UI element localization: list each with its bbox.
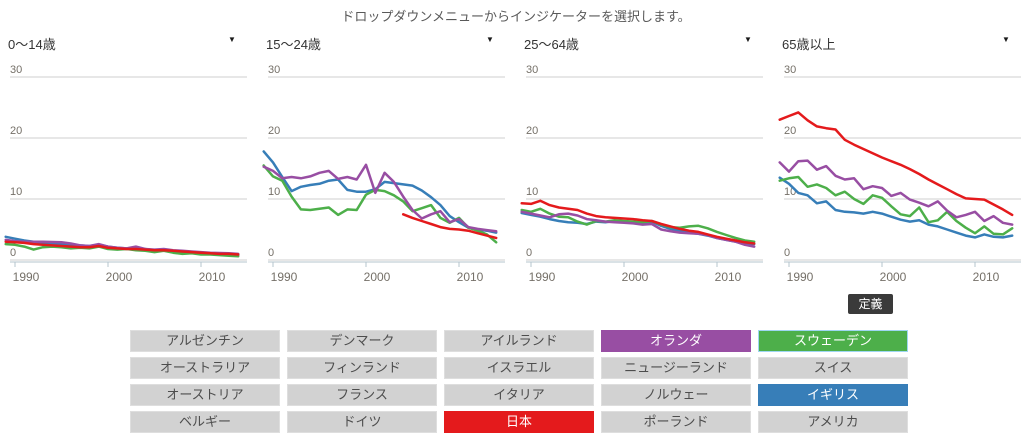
x-axis [10, 261, 247, 267]
series-line-sweden [778, 175, 1014, 236]
y-tick-label: 0 [784, 247, 790, 259]
y-tick-label: 0 [10, 247, 16, 259]
series-line-japan [520, 199, 756, 245]
series-line-netherlands [778, 159, 1014, 226]
chevron-down-icon: ▼ [228, 35, 236, 44]
country-button-sweden[interactable]: スウェーデン [758, 330, 908, 352]
chart-title: 0〜14歳 [8, 37, 56, 52]
y-tick-label: 10 [10, 186, 22, 198]
country-button-usa[interactable]: アメリカ [758, 411, 908, 433]
series-line-japan [401, 213, 498, 240]
y-tick-label: 20 [10, 125, 22, 137]
chart-panel-age-0-14: 0〜14歳 ▼ 30 20 10 0 1990 2000 2010 [0, 30, 258, 292]
country-button-belgium[interactable]: ベルギー [130, 411, 280, 433]
y-tick-label: 20 [784, 125, 796, 137]
series-line-sweden [520, 207, 756, 243]
x-tick-label: 2000 [622, 270, 649, 284]
country-button-italy[interactable]: イタリア [444, 384, 594, 406]
x-axis [526, 261, 763, 267]
chart-panel-age-25-64: 25〜64歳 ▼ 30 20 10 0 1990 2000 2010 [516, 30, 774, 292]
x-tick-label: 1990 [271, 270, 298, 284]
y-tick-label: 30 [10, 64, 22, 76]
chevron-down-icon: ▼ [744, 35, 752, 44]
indicator-dropdown-age-65-plus[interactable]: 65歳以上 ▼ [774, 30, 1032, 52]
x-tick-label: 2010 [973, 270, 1000, 284]
country-button-switzerland[interactable]: スイス [758, 357, 908, 379]
x-tick-label: 2010 [199, 270, 226, 284]
country-button-ireland[interactable]: アイルランド [444, 330, 594, 352]
x-tick-label: 2000 [364, 270, 391, 284]
x-tick-label: 2000 [106, 270, 133, 284]
country-button-poland[interactable]: ポーランド [601, 411, 751, 433]
chevron-down-icon: ▼ [486, 35, 494, 44]
country-button-france[interactable]: フランス [287, 384, 437, 406]
x-tick-label: 2010 [715, 270, 742, 284]
y-tick-label: 30 [268, 64, 280, 76]
country-button-israel[interactable]: イスラエル [444, 357, 594, 379]
definition-button[interactable]: 定義 [848, 294, 893, 314]
indicator-dropdown-age-25-64[interactable]: 25〜64歳 ▼ [516, 30, 774, 52]
country-button-australia[interactable]: オーストラリア [130, 357, 280, 379]
country-button-netherlands[interactable]: オランダ [601, 330, 751, 352]
chevron-down-icon: ▼ [1002, 35, 1010, 44]
y-tick-label: 20 [526, 125, 538, 137]
series-line-sweden [4, 242, 240, 258]
chart-title: 65歳以上 [782, 37, 836, 52]
country-button-new-zealand[interactable]: ニュージーランド [601, 357, 751, 379]
x-axis [268, 261, 505, 267]
y-tick-label: 30 [526, 64, 538, 76]
y-tick-label: 10 [526, 186, 538, 198]
x-tick-label: 2010 [457, 270, 484, 284]
country-button-norway[interactable]: ノルウェー [601, 384, 751, 406]
chart-panel-age-15-24: 15〜24歳 ▼ 30 20 10 0 1990 2000 2010 [258, 30, 516, 292]
chart-title: 15〜24歳 [266, 37, 321, 52]
series-line-netherlands [262, 163, 498, 233]
y-tick-label: 0 [526, 247, 532, 259]
indicator-dropdown-age-0-14[interactable]: 0〜14歳 ▼ [0, 30, 258, 52]
series-line-japan [778, 111, 1014, 217]
series-line-uk [778, 176, 1014, 239]
country-button-germany[interactable]: ドイツ [287, 411, 437, 433]
x-tick-label: 1990 [787, 270, 814, 284]
y-tick-label: 30 [784, 64, 796, 76]
country-button-finland[interactable]: フィンランド [287, 357, 437, 379]
y-tick-label: 20 [268, 125, 280, 137]
country-button-grid: アルゼンチン デンマーク アイルランド オランダ スウェーデンオーストラリア フィンランド… [130, 330, 908, 433]
chart-title: 25〜64歳 [524, 37, 579, 52]
chart-panel-age-65-plus: 65歳以上 ▼ 30 20 10 0 1990 2000 2010 [774, 30, 1032, 292]
y-tick-label: 10 [268, 186, 280, 198]
x-tick-label: 1990 [13, 270, 40, 284]
series-line-japan [4, 240, 240, 256]
country-button-austria[interactable]: オーストリア [130, 384, 280, 406]
country-button-japan[interactable]: 日本 [444, 411, 594, 433]
country-button-denmark[interactable]: デンマーク [287, 330, 437, 352]
x-tick-label: 2000 [880, 270, 907, 284]
country-button-argentina[interactable]: アルゼンチン [130, 330, 280, 352]
indicator-dropdown-age-15-24[interactable]: 15〜24歳 ▼ [258, 30, 516, 52]
x-axis [784, 261, 1021, 267]
instruction-text: ドロップダウンメニューからインジケーターを選択します。 [341, 9, 691, 24]
x-tick-label: 1990 [529, 270, 556, 284]
y-tick-label: 0 [268, 247, 274, 259]
country-button-uk[interactable]: イギリス [758, 384, 908, 406]
